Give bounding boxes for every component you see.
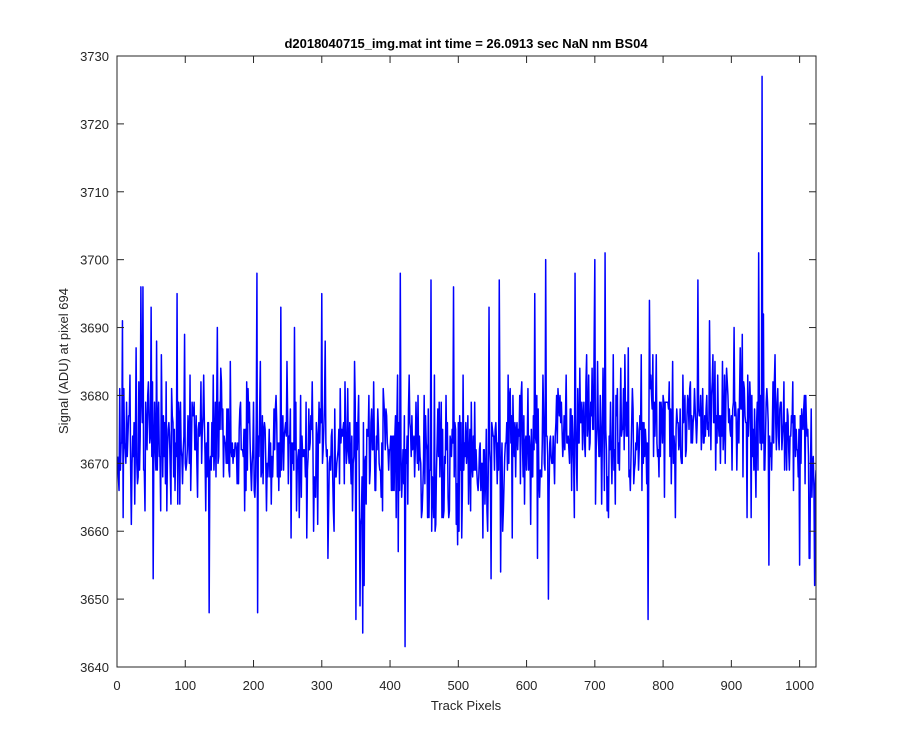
x-tick-label: 0 bbox=[113, 678, 120, 693]
x-tick-label: 800 bbox=[652, 678, 674, 693]
x-tick-label: 600 bbox=[516, 678, 538, 693]
y-tick-label: 3660 bbox=[80, 524, 109, 539]
y-tick-label: 3720 bbox=[80, 117, 109, 132]
axes-background bbox=[117, 56, 816, 667]
y-tick-label: 3730 bbox=[80, 49, 109, 64]
y-tick-label: 3710 bbox=[80, 185, 109, 200]
x-tick-label: 100 bbox=[174, 678, 196, 693]
y-tick-label: 3680 bbox=[80, 388, 109, 403]
x-tick-label: 400 bbox=[379, 678, 401, 693]
y-axis-ticks: 3640 3650 3660 3670 3680 3690 3700 3710 3720 3730 bbox=[80, 49, 816, 675]
x-axis-label: Track Pixels bbox=[431, 698, 502, 713]
y-axis-label: Signal (ADU) at pixel 694 bbox=[56, 288, 71, 434]
x-tick-label: 700 bbox=[584, 678, 606, 693]
x-tick-label: 1000 bbox=[785, 678, 814, 693]
y-tick-label: 3670 bbox=[80, 456, 109, 471]
signal-series-line bbox=[117, 75, 816, 648]
axes-box bbox=[116, 55, 817, 668]
y-tick-label: 3640 bbox=[80, 660, 109, 675]
x-tick-label: 500 bbox=[447, 678, 469, 693]
y-tick-label: 3650 bbox=[80, 592, 109, 607]
y-tick-label: 3700 bbox=[80, 253, 109, 268]
plot-area bbox=[117, 56, 816, 667]
y-tick-label: 3690 bbox=[80, 321, 109, 336]
x-tick-label: 300 bbox=[311, 678, 333, 693]
x-tick-label: 200 bbox=[243, 678, 265, 693]
x-axis-ticks: 0 100 200 300 400 500 600 700 800 900 1000 bbox=[113, 56, 814, 693]
x-tick-label: 900 bbox=[721, 678, 743, 693]
chart-title: d2018040715_img.mat int time = 26.0913 s… bbox=[284, 36, 648, 51]
